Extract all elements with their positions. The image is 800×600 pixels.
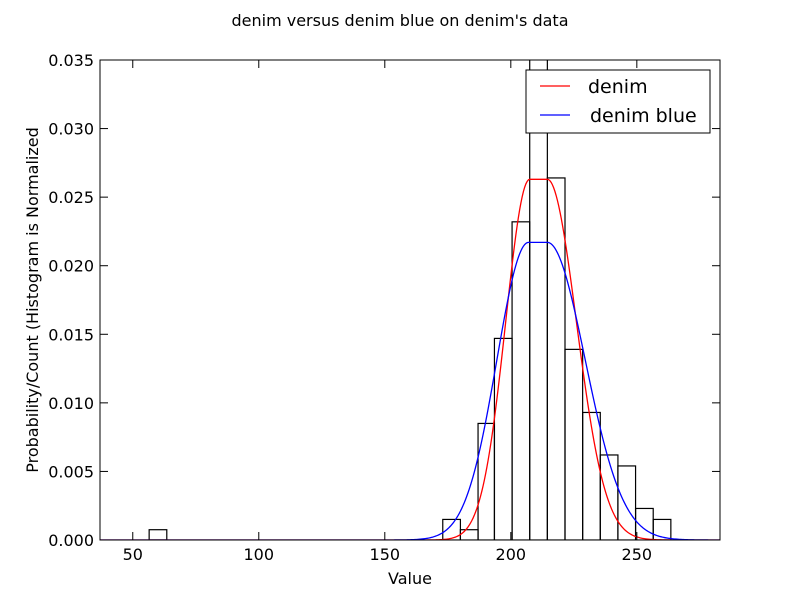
y-axis: 0.000 0.005 0.010 0.015 0.020 0.025 0.030 0.035 <box>48 51 720 550</box>
y-tick-label: 0.010 <box>48 394 94 413</box>
legend-label-denim-blue: denim blue <box>590 105 697 127</box>
x-axis: 50 100 150 200 250 <box>123 60 653 564</box>
y-tick-label: 0.015 <box>48 325 94 344</box>
series-line-denim <box>100 178 720 540</box>
y-tick-label: 0.025 <box>48 188 94 207</box>
x-axis-label: Value <box>388 569 432 588</box>
y-tick-label: 0.035 <box>48 51 94 70</box>
plot-area <box>100 60 720 540</box>
chart-title: denim versus denim blue on denim's data <box>231 11 568 30</box>
legend-label-denim: denim <box>588 76 648 98</box>
x-tick-label: 250 <box>622 545 653 564</box>
x-tick-label: 200 <box>496 545 527 564</box>
x-tick-label: 150 <box>370 545 401 564</box>
histogram-bar <box>148 529 168 540</box>
x-tick-label: 50 <box>123 545 143 564</box>
y-tick-label: 0.030 <box>48 120 94 139</box>
legend-box <box>525 69 711 134</box>
legend: denim denim blue <box>525 69 711 134</box>
histogram-bar <box>652 518 672 540</box>
x-tick-label: 100 <box>244 545 275 564</box>
y-tick-label: 0.005 <box>48 462 94 481</box>
y-tick-label: 0.000 <box>48 531 94 550</box>
y-axis-label: Probability/Count (Histogram is Normaliz… <box>23 127 42 473</box>
histogram-bar <box>617 465 637 540</box>
plot-frame <box>99 59 721 541</box>
y-tick-label: 0.020 <box>48 257 94 276</box>
